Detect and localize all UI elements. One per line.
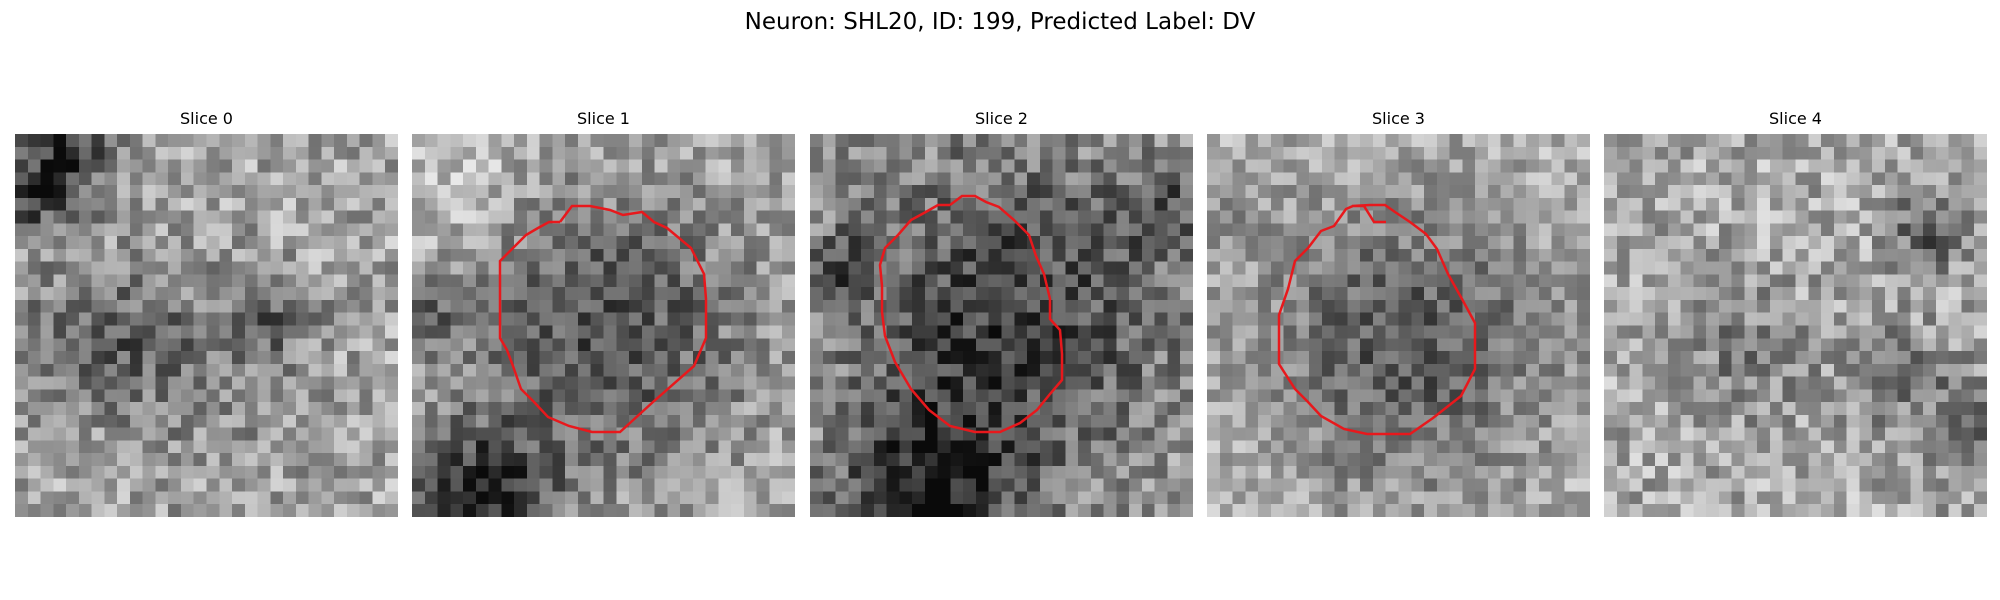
figure-title: Neuron: SHL20, ID: 199, Predicted Label:… (744, 9, 1256, 35)
slice-image-3 (1207, 134, 1590, 517)
slice-image-4 (1604, 134, 1987, 517)
slice-title-0: Slice 0 (180, 109, 233, 128)
slice-title-2: Slice 2 (975, 109, 1028, 128)
slice-image-0 (15, 134, 398, 517)
cell-contour-3 (1277, 203, 1477, 436)
cell-contour-2 (878, 194, 1064, 434)
slice-title-3: Slice 3 (1372, 109, 1425, 128)
slice-title-4: Slice 4 (1769, 109, 1822, 128)
slice-image-1 (412, 134, 795, 517)
slice-image-2 (810, 134, 1193, 517)
cell-contour-1 (498, 204, 708, 434)
slice-title-1: Slice 1 (577, 109, 630, 128)
